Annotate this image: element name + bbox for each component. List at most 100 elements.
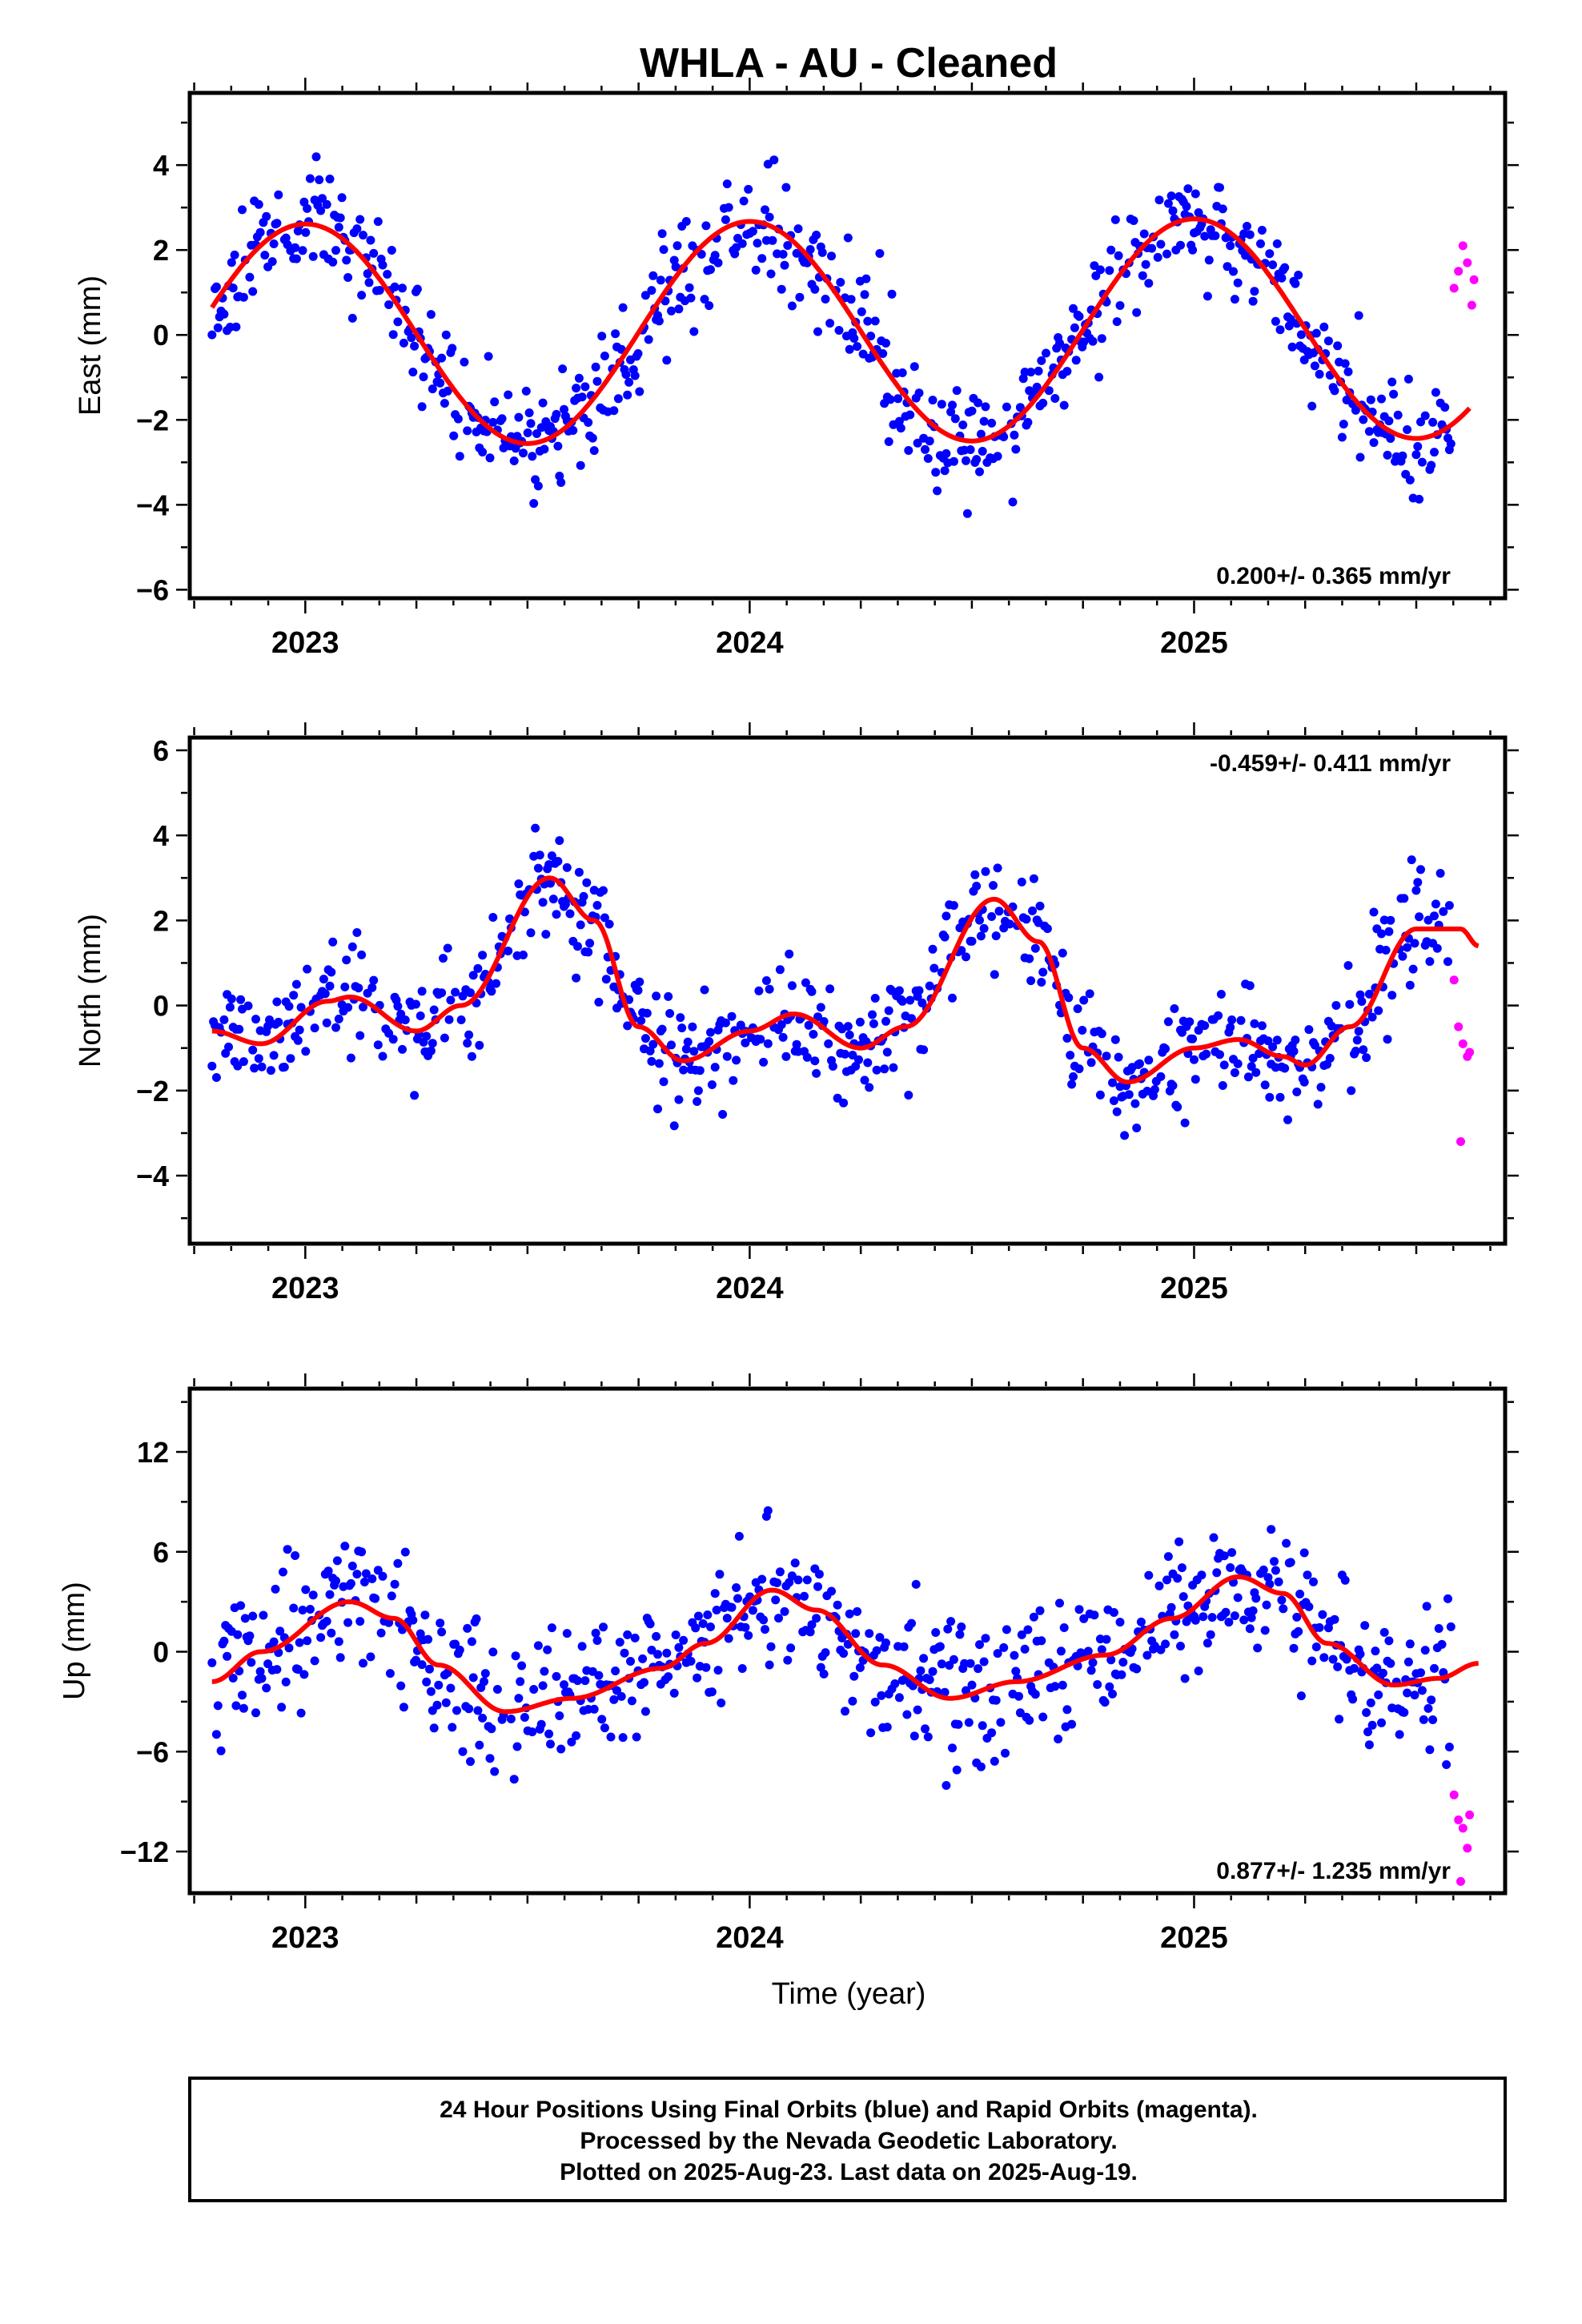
final-point: [367, 983, 377, 992]
final-point: [1168, 206, 1178, 215]
final-point: [688, 1022, 697, 1031]
final-point: [387, 1591, 396, 1601]
final-point: [251, 1708, 260, 1718]
final-point: [1243, 1072, 1253, 1082]
final-point: [1086, 1666, 1096, 1675]
final-point: [976, 931, 986, 941]
final-point: [623, 1021, 632, 1031]
final-point: [342, 255, 351, 265]
final-point: [296, 1003, 306, 1012]
final-point: [979, 416, 989, 426]
final-point: [897, 368, 907, 377]
final-point: [1038, 398, 1048, 408]
final-point: [1102, 1051, 1111, 1061]
final-point: [671, 1630, 681, 1639]
final-point: [1313, 1100, 1323, 1109]
final-point: [524, 408, 534, 417]
final-point: [1194, 1667, 1203, 1675]
final-point: [763, 1039, 773, 1048]
final-point: [695, 1066, 705, 1076]
final-point: [231, 1701, 241, 1711]
final-point: [778, 250, 788, 259]
final-point: [801, 978, 810, 987]
final-point: [979, 1657, 989, 1667]
final-point: [942, 1781, 951, 1790]
final-point: [935, 1642, 945, 1651]
final-point: [775, 1567, 785, 1577]
final-point: [810, 1056, 820, 1066]
final-point: [1294, 1626, 1303, 1636]
final-point: [207, 1658, 217, 1667]
final-point: [1408, 964, 1418, 974]
final-point: [269, 1637, 279, 1647]
final-point: [1108, 1078, 1117, 1088]
final-point: [889, 1063, 898, 1072]
final-point: [1067, 1719, 1077, 1729]
final-point: [216, 1746, 226, 1755]
final-point: [606, 1732, 616, 1742]
final-point: [301, 1585, 311, 1594]
y-ticks: [176, 1401, 1519, 1853]
final-point: [1291, 279, 1300, 288]
final-point: [611, 329, 620, 339]
final-point: [795, 292, 805, 302]
final-point: [1108, 1689, 1117, 1699]
final-point: [235, 1024, 244, 1034]
final-point: [1325, 1054, 1335, 1063]
final-point: [1277, 1595, 1287, 1605]
final-point: [1211, 231, 1220, 240]
final-point: [774, 1614, 783, 1623]
final-point: [257, 1674, 267, 1683]
final-point: [632, 1732, 641, 1742]
rapid-orbit-points: [1449, 975, 1475, 1146]
final-point: [669, 255, 679, 265]
final-point: [1330, 1614, 1339, 1624]
final-point: [1410, 939, 1419, 948]
final-point: [1173, 1102, 1182, 1112]
final-point: [882, 1047, 892, 1057]
final-point: [584, 947, 593, 957]
final-point: [272, 1665, 282, 1675]
final-point: [236, 995, 246, 1004]
final-point: [1176, 1642, 1185, 1651]
final-point: [1333, 341, 1343, 351]
final-point: [1354, 1027, 1363, 1036]
final-point: [748, 1606, 757, 1615]
final-point: [236, 1601, 246, 1610]
final-point: [422, 1677, 432, 1687]
final-point: [1377, 394, 1386, 404]
y-axis-label: Up (mm): [58, 1582, 91, 1700]
rapid-point: [1449, 283, 1459, 293]
final-point: [848, 1051, 857, 1059]
final-point: [978, 447, 987, 456]
final-point: [1109, 1608, 1118, 1617]
final-point: [1197, 1570, 1207, 1580]
final-point: [810, 284, 820, 294]
final-point: [346, 1053, 355, 1063]
final-point: [464, 1704, 474, 1714]
final-point: [1161, 1639, 1170, 1649]
final-point: [894, 986, 904, 995]
final-point: [1403, 943, 1412, 952]
final-point: [1147, 243, 1157, 253]
final-point: [827, 1586, 836, 1596]
final-point: [468, 971, 478, 980]
final-point: [841, 1049, 849, 1059]
final-point: [664, 991, 673, 1001]
final-point: [677, 1023, 687, 1033]
final-point: [1289, 1047, 1299, 1056]
final-point: [521, 386, 531, 396]
rapid-point: [1449, 975, 1459, 985]
final-point: [1386, 434, 1395, 443]
final-orbit-points: [207, 1506, 1456, 1790]
final-point: [1413, 442, 1423, 451]
final-point: [1372, 1663, 1382, 1673]
final-point: [1415, 494, 1424, 504]
final-point: [881, 1016, 890, 1026]
final-point: [664, 1672, 673, 1682]
final-point: [396, 1681, 406, 1691]
final-point: [1141, 259, 1150, 269]
final-point: [647, 1056, 656, 1066]
final-point: [1124, 1090, 1134, 1100]
final-point: [448, 1723, 457, 1732]
